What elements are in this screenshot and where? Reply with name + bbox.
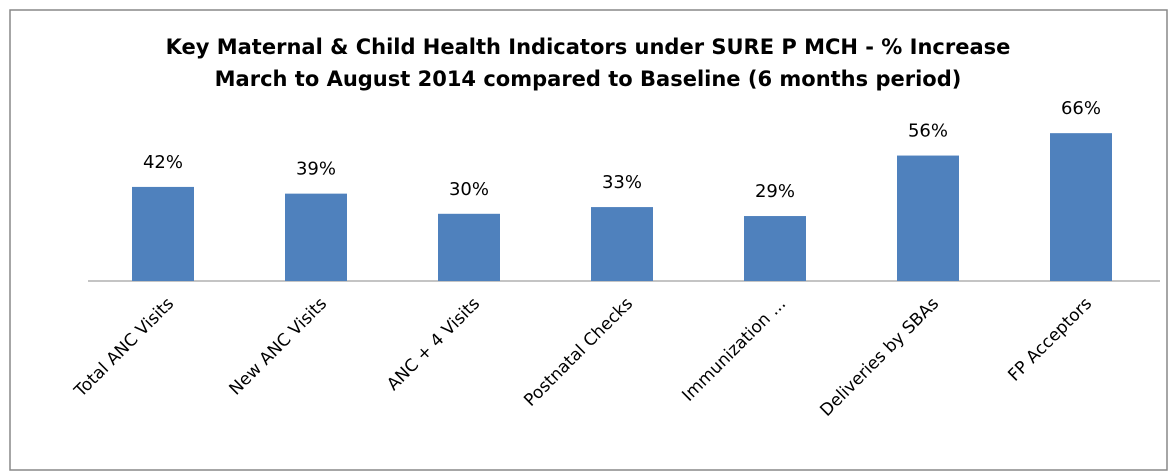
bar (744, 216, 806, 281)
value-label: 33% (602, 172, 642, 193)
bar (438, 213, 500, 281)
value-label: 42% (143, 152, 183, 173)
value-label: 30% (449, 179, 489, 200)
value-label: 56% (908, 121, 948, 142)
bar (591, 207, 653, 281)
chart-title: Key Maternal & Child Health Indicators u… (166, 35, 1011, 59)
bar (285, 193, 347, 281)
bar (132, 186, 194, 281)
bar (897, 155, 959, 281)
bar (1050, 133, 1112, 281)
value-label: 39% (296, 159, 336, 180)
value-label: 66% (1061, 98, 1101, 119)
chart-subtitle-line: March to August 2014 compared to Baselin… (215, 67, 962, 91)
value-label: 29% (755, 181, 795, 202)
chart-border (9, 9, 1168, 471)
